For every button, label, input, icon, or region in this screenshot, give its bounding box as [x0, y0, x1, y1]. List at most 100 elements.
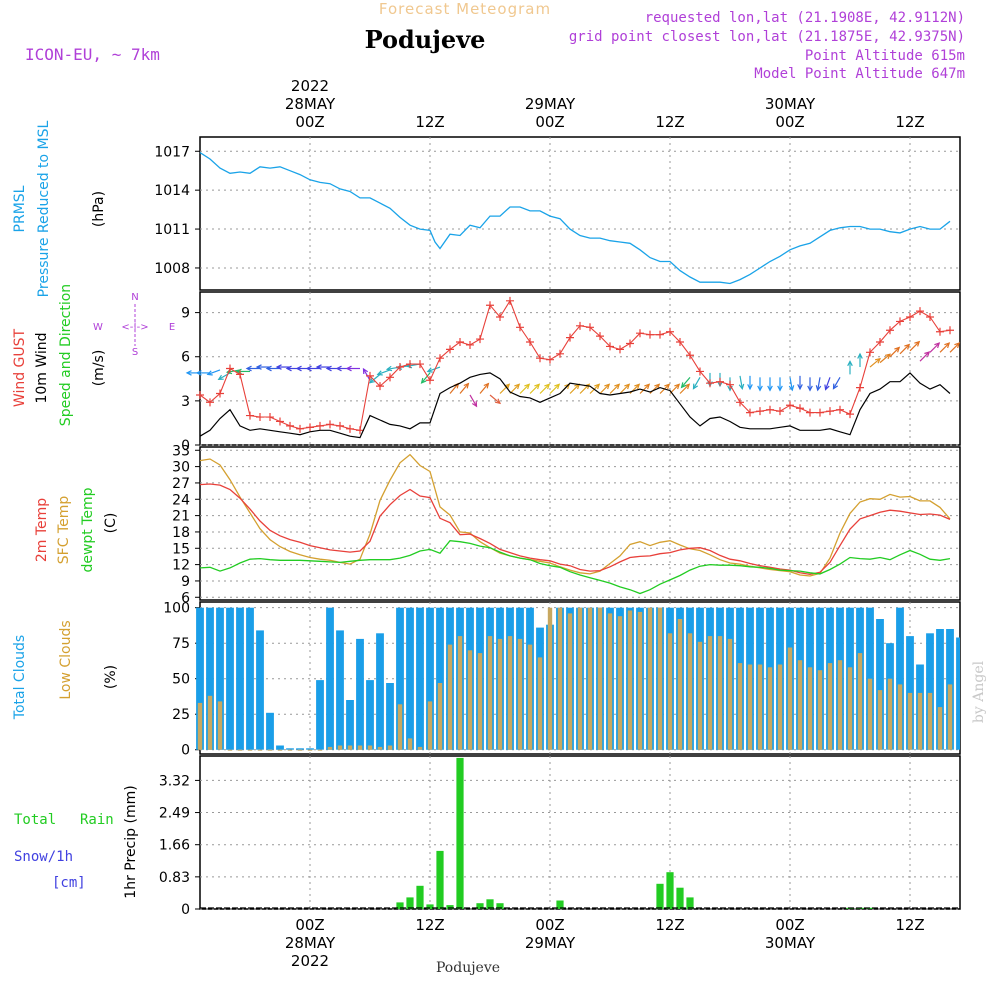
- low-cloud-bar: [297, 749, 303, 751]
- wind-barb-shaft: [207, 369, 221, 375]
- wind-barb-head: [463, 382, 470, 389]
- wind-barb: [747, 375, 753, 391]
- compass-n: N: [131, 292, 138, 303]
- wind10-line: [199, 372, 951, 439]
- wind-barb-shaft: [489, 394, 501, 404]
- wind-barb: [315, 364, 330, 370]
- wind-barb-head: [604, 383, 611, 390]
- gust-marker: [296, 424, 304, 433]
- wind-barb-head: [788, 385, 795, 392]
- low-cloud-bar: [357, 745, 363, 750]
- temp-ytick-label: 30: [172, 460, 190, 476]
- wind-barb-shaft: [832, 377, 841, 389]
- gust-marker: [446, 345, 454, 354]
- gust-marker: [776, 407, 784, 416]
- total-cloud-bar: [366, 680, 374, 750]
- low-cloud-bar: [817, 670, 823, 750]
- top-time-label: 12Z: [415, 113, 444, 131]
- wind-barb: [529, 383, 541, 394]
- low-cloud-bar: [427, 701, 433, 750]
- wind-barb: [824, 377, 831, 391]
- wind-barb: [420, 372, 431, 384]
- temp-ytick-label: 15: [172, 541, 190, 557]
- low-cloud-bar: [237, 749, 243, 751]
- low-cloud-bar: [887, 678, 893, 750]
- wind-barb: [767, 377, 773, 392]
- low-cloud-bar: [327, 746, 333, 750]
- gust-marker: [566, 333, 574, 342]
- gust-marker: [406, 360, 414, 369]
- bottom-time-label: 12Z: [415, 916, 444, 934]
- low-cloud-bar: [687, 633, 693, 750]
- bottom-date-label: 30MAY: [765, 934, 816, 952]
- low-cloud-bar: [667, 633, 673, 750]
- gust-marker: [536, 354, 544, 363]
- wind-barb-head: [362, 367, 369, 375]
- low-cloud-bar: [227, 749, 233, 751]
- low-cloud-bar: [347, 745, 353, 750]
- wind-barb-head: [874, 357, 882, 364]
- gust-marker: [436, 354, 444, 363]
- gust-marker: [396, 363, 404, 372]
- low-cloud-bar: [457, 636, 463, 750]
- wind-barb-shaft: [569, 383, 580, 394]
- wind-barb-head: [894, 346, 901, 353]
- wind-barb-shaft: [549, 383, 560, 394]
- wind-barb-head: [471, 401, 478, 408]
- wind-barb-head: [524, 383, 531, 390]
- total-cloud-bar: [326, 607, 334, 750]
- temp-labels: 2m Temp SFC Temp dewpt Temp (C): [34, 487, 119, 572]
- wind-barb-head: [944, 342, 951, 349]
- low-cloud-bar: [827, 663, 833, 750]
- low-cloud-bar: [317, 749, 323, 751]
- precip-ytick-label: 0: [181, 902, 190, 918]
- wind-barb-head: [634, 383, 641, 390]
- wind-barb-head: [325, 365, 332, 372]
- gust-marker: [936, 327, 944, 336]
- gust-marker: [516, 323, 524, 332]
- wind-ytick-label: 6: [181, 350, 190, 366]
- temp-frame: [199, 446, 961, 601]
- wind-barb-shaft: [362, 368, 371, 381]
- total-cloud-bar: [386, 683, 394, 750]
- low-cloud-bar: [697, 641, 703, 750]
- bottom-date-label: 29MAY: [525, 934, 576, 952]
- total-cloud-bar: [306, 748, 314, 750]
- low-cloud-bar: [267, 749, 273, 751]
- wind-barb-head: [534, 383, 541, 390]
- gust-marker: [286, 421, 294, 430]
- bottom-time-label: 12Z: [895, 916, 924, 934]
- total-cloud-bar: [936, 629, 944, 750]
- bottom-time-label: 00Z: [535, 916, 564, 934]
- gust-marker: [606, 342, 614, 351]
- total-cloud-bar: [356, 638, 364, 750]
- wind-barb-head: [206, 370, 213, 376]
- total-cloud-bar: [286, 748, 294, 750]
- gust-marker: [586, 323, 594, 332]
- total-cloud-bar: [396, 607, 404, 750]
- low-cloud-bar: [897, 684, 903, 750]
- panel-precip: 0 0.83 1.66 2.49 3.32: [159, 755, 961, 918]
- gust-marker: [946, 326, 954, 335]
- low-cloud-bar: [477, 653, 483, 750]
- low-cloud-bar: [387, 745, 393, 750]
- gust-marker: [266, 413, 274, 422]
- gust-marker: [416, 360, 424, 369]
- wind-barb-shaft: [909, 341, 920, 352]
- wind-barb: [815, 377, 822, 392]
- gust-marker: [526, 338, 534, 347]
- total-rain-label: Total: [14, 812, 56, 828]
- gust-line: [199, 299, 951, 431]
- total-cloud-bar: [216, 607, 224, 750]
- wind-barb-head: [664, 383, 671, 390]
- wind-barb-head: [924, 351, 931, 357]
- gust-marker: [696, 367, 704, 376]
- low-cloud-bar: [677, 619, 683, 750]
- wind-barb-shaft: [817, 377, 821, 391]
- low-cloud-bar: [577, 607, 583, 750]
- low-cloud-bar: [307, 749, 313, 751]
- wind-barb: [362, 367, 371, 381]
- gust-marker: [316, 421, 324, 430]
- wind-barb-head: [554, 383, 561, 390]
- gust-marker: [626, 339, 634, 348]
